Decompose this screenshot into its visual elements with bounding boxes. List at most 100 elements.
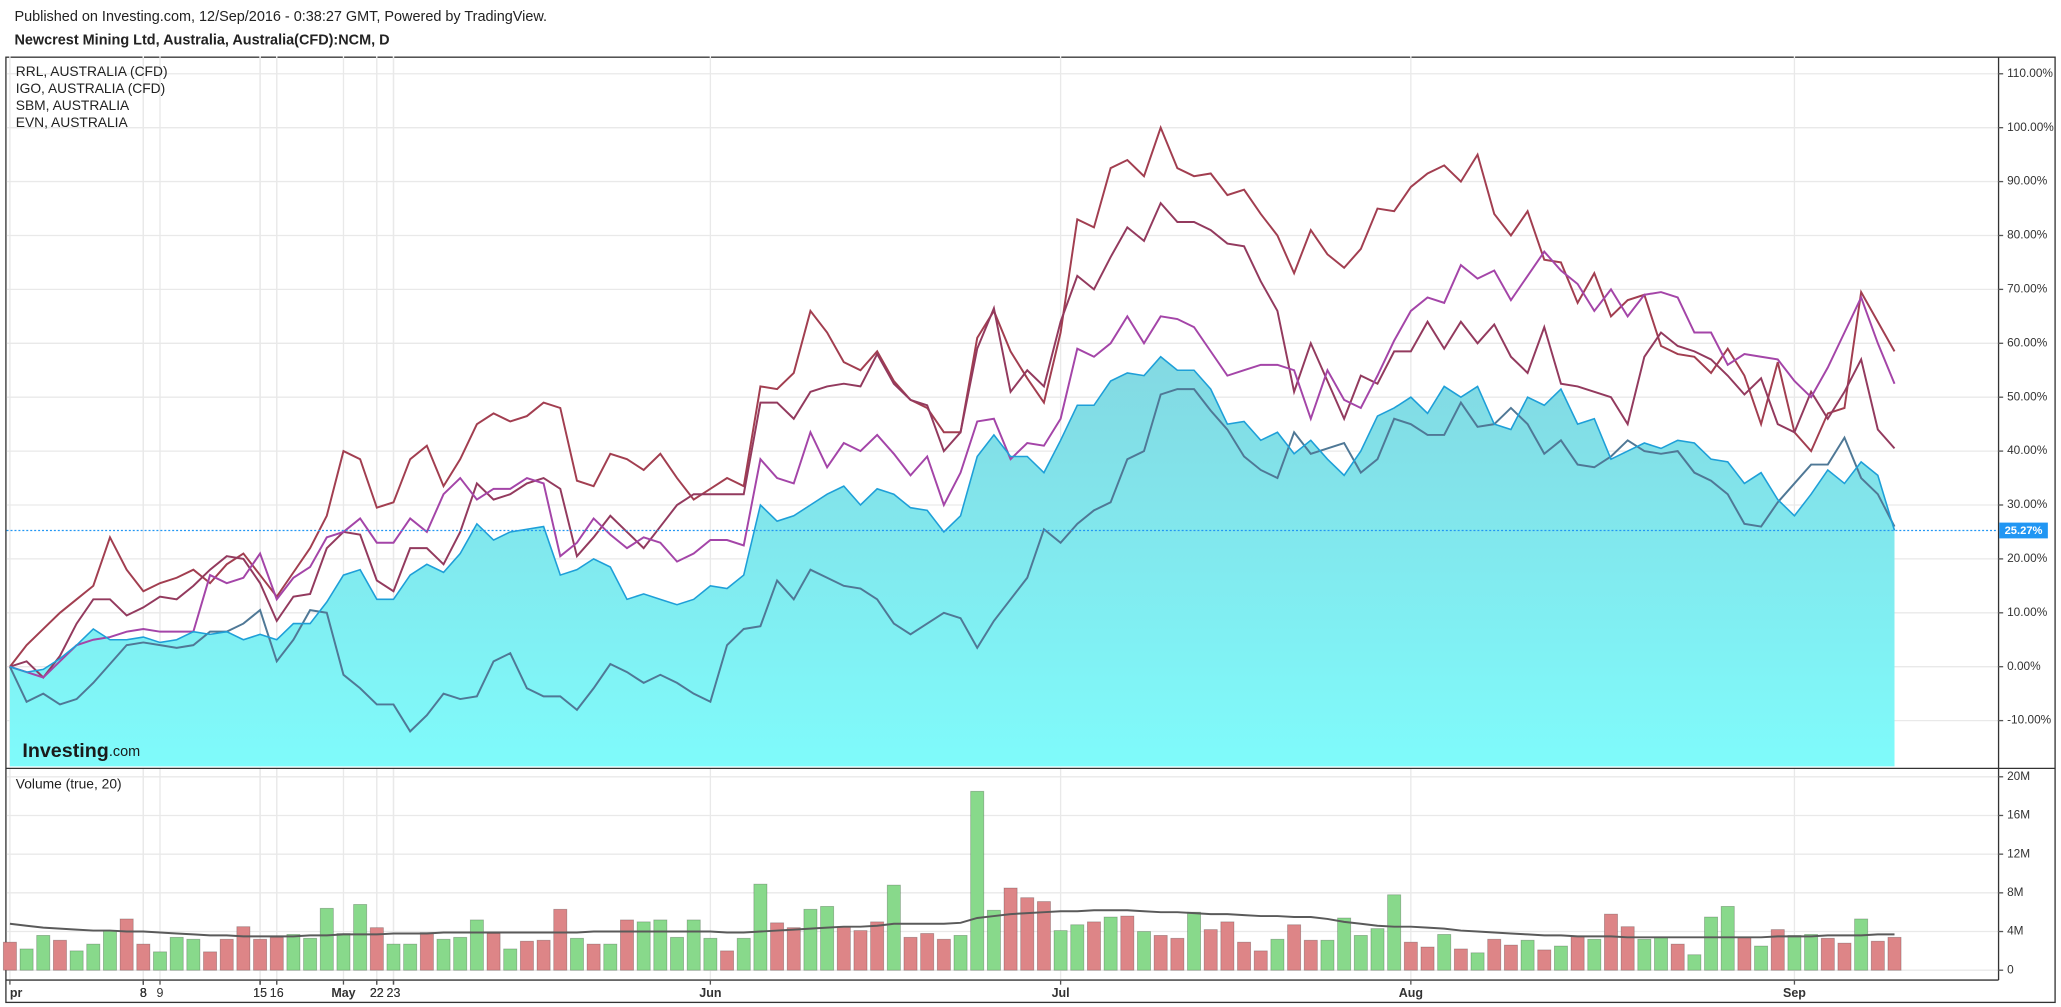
volume-bar (1270, 938, 1285, 971)
volume-bar (1687, 954, 1702, 971)
volume-bar (636, 921, 651, 971)
volume-bar (986, 909, 1001, 971)
volume-bar (1470, 952, 1485, 971)
x-tick-label: 8 (140, 986, 147, 1000)
volume-bar (1520, 939, 1535, 971)
volume-bar (1070, 924, 1085, 971)
volume-bar (820, 905, 835, 971)
volume-bar (1303, 939, 1318, 971)
volume-bar (469, 919, 484, 971)
volume-title: Volume (true, 20) (16, 776, 122, 791)
y-tick-label: 80.00% (2007, 228, 2048, 242)
volume-bar (1854, 918, 1869, 971)
x-tick-label: 22 (370, 986, 384, 1000)
y-tick-label: 50.00% (2007, 389, 2048, 403)
volume-bar (1553, 945, 1568, 971)
volume-bar (1437, 934, 1452, 971)
volume-bar (2, 941, 17, 971)
volume-bar (369, 927, 384, 971)
volume-bar (1287, 924, 1302, 971)
volume-bar (219, 938, 234, 971)
volume-bar (1737, 936, 1752, 971)
x-tick-label: 22 (370, 986, 384, 1000)
chart-frame (5, 56, 2056, 1004)
volume-bar (1537, 949, 1552, 971)
price-label-box (1999, 522, 2048, 539)
volume-bar (52, 939, 67, 971)
volume-bar (69, 950, 84, 971)
x-tick-label: 22 (370, 986, 384, 1000)
x-tick-label: 8 (140, 986, 147, 1000)
y-tick-label: 40.00% (2007, 443, 2048, 457)
line (9, 250, 1896, 679)
published-note: Published on Investing.com, 12/Sep/2016 … (14, 9, 547, 25)
volume-bar (136, 943, 151, 971)
y-tick-label: 0.00% (2007, 659, 2041, 673)
volume-bar (169, 936, 184, 971)
volume-bar (1387, 894, 1402, 971)
volume-bar (770, 922, 785, 971)
legend-entry: IGO, AUSTRALIA (CFD) (16, 81, 165, 96)
volume-bar (936, 938, 951, 971)
volume-bar (653, 919, 668, 971)
x-tick-label: 23 (387, 986, 401, 1000)
volume-bar (903, 936, 918, 971)
volume-bar (753, 883, 768, 971)
volume-bar (1087, 921, 1101, 971)
volume-bar (853, 930, 868, 971)
x-tick-label: Jul (1052, 986, 1070, 1000)
y-tick-label: 4M (2007, 924, 2023, 938)
x-tick-label: 16 (270, 986, 284, 1000)
volume-bar (436, 938, 451, 971)
volume-bar (486, 933, 501, 971)
volume-bar (1053, 930, 1068, 971)
y-tick-label: 10.00% (2007, 605, 2048, 619)
x-tick-label: 9 (157, 986, 164, 1000)
y-tick-label: 8M (2007, 885, 2023, 899)
volume-bar (836, 926, 851, 971)
x-tick-label: 15 (253, 986, 267, 1000)
volume-bar (1754, 945, 1769, 971)
volume-bar (1570, 935, 1585, 971)
volume-bar (103, 930, 117, 971)
volume-bar (1187, 911, 1202, 971)
volume-bar (1670, 943, 1685, 971)
volume-bar (1370, 928, 1385, 971)
volume-bar (269, 936, 284, 971)
volume-bar (803, 908, 818, 971)
volume-bar (670, 936, 684, 971)
y-tick-label: 60.00% (2007, 335, 2048, 349)
x-tick-label: May (331, 986, 355, 1000)
volume-bar (1353, 934, 1368, 971)
y-tick-label: -10.00% (2007, 713, 2052, 727)
volume-bar (86, 943, 101, 971)
line (9, 355, 1896, 673)
volume-bar (1487, 938, 1502, 971)
x-tick-label: pr (10, 986, 23, 1000)
volume-bar (1220, 921, 1235, 971)
volume-bar (1804, 934, 1819, 971)
x-tick-label: 15 (253, 986, 267, 1000)
volume-bar (720, 950, 735, 971)
volume-bar (886, 884, 901, 971)
y-tick-label: 70.00% (2007, 282, 2048, 296)
volume-bar (1420, 946, 1435, 971)
axes: -10.00% 0.00% 10.00% 20.00% 30.00% 40.00% 50.0… (9, 66, 2054, 1000)
volume-bar (19, 948, 34, 971)
x-tick-label: Sep (1783, 986, 1806, 1000)
volume-bar (1170, 937, 1185, 971)
volume-bar (553, 908, 568, 971)
volume-bar (1770, 929, 1785, 971)
volume-bar (203, 951, 218, 971)
volume-bar (620, 919, 634, 971)
volume-bar (569, 937, 584, 971)
volume-bar (586, 943, 601, 971)
price-label: 25.27% (2005, 525, 2043, 537)
volume-bar (1120, 915, 1135, 971)
x-tick-label: 8 (140, 986, 147, 1000)
y-tick-label: 30.00% (2007, 497, 2048, 511)
x-tick-label: 8 (140, 986, 147, 1000)
line (9, 388, 1896, 733)
